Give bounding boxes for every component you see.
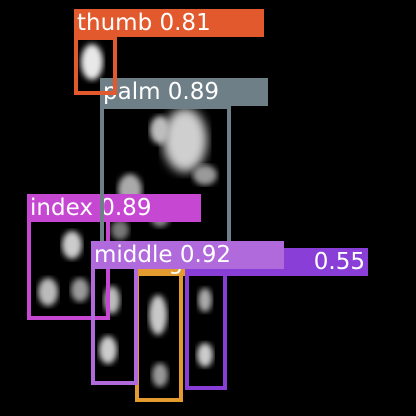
- label-thumb: thumb 0.81: [74, 9, 264, 37]
- bounding-box-middle: [91, 263, 138, 385]
- bounding-box-pinky: [185, 272, 227, 390]
- bounding-box-ring: [135, 270, 183, 402]
- bounding-box-thumb: [74, 36, 117, 95]
- bounding-box-palm: [100, 105, 231, 258]
- label-index: index 0.89: [27, 194, 201, 222]
- label-middle: middle 0.92: [91, 241, 284, 269]
- label-palm: palm 0.89: [100, 78, 268, 106]
